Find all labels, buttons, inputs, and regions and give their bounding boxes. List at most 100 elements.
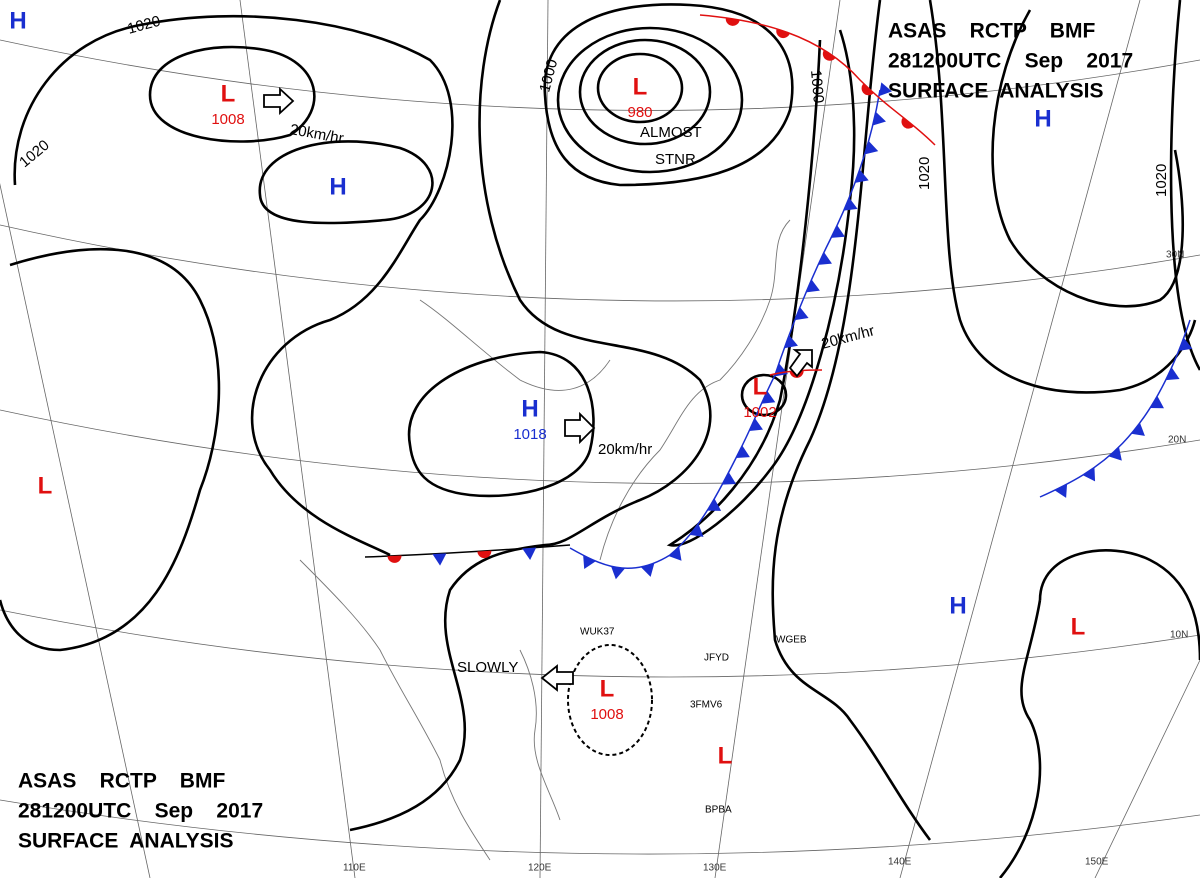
station-id: 3FMV6 [690,700,723,711]
isobar [349,0,712,832]
coastline [419,299,611,391]
cold-front-pip [736,445,750,458]
cold-front-pip [1108,447,1122,461]
warm-front-pip [725,17,740,26]
longitude-label: 150E [1085,857,1109,868]
header-line: SURFACE ANALYSIS [18,830,234,853]
motion-label: 20km/hr [598,441,652,458]
system-pressure: 1008 [590,706,623,723]
system-pressure: 1018 [513,426,546,443]
coastline [519,649,561,821]
cold-front-pip [668,546,682,561]
system-pressure: 1008 [211,111,244,128]
cold-front-pip [583,555,596,570]
isobar [556,26,744,174]
longitude-label: 120E [528,863,552,874]
cold-front-pip [1131,422,1145,436]
isobar-label: 1020 [1153,164,1170,197]
latitude-label: 10N [1170,630,1188,641]
system-symbol: H [521,395,538,422]
cold-front-pip [1178,337,1193,351]
isobar [543,3,794,187]
longitude-label: 130E [703,863,727,874]
header-line: ASAS RCTP BMF [888,20,1095,43]
warm-front-pip [477,550,492,559]
isobar [928,0,1197,394]
parallel [0,224,1200,302]
cold-front-pip [818,252,832,265]
system-symbol: H [329,173,346,200]
cold-front-pip [784,335,798,349]
isobar-label: 1020 [916,157,933,190]
motion-arrows [263,86,813,692]
station-id: BPBA [705,805,732,816]
system-symbol: L [718,742,733,769]
front-line [364,544,571,558]
isobar-label: 1000 [807,69,827,104]
isobar [258,140,434,225]
system-symbol: L [600,675,615,702]
meridian [539,0,549,878]
system-pressure: 1002 [743,404,776,421]
system-symbol: L [1071,613,1086,640]
isobar [596,52,684,124]
isobar [13,14,454,557]
motion-arrow [540,664,574,692]
cold-front-pip [1082,467,1096,482]
station-id: WUK37 [580,627,615,638]
cold-front-pip [611,566,625,580]
parallel [0,609,1200,678]
warm-front-pip [901,117,914,129]
system-symbol: L [221,80,236,107]
cold-front-pip [843,197,858,211]
cold-front-pip [794,307,809,321]
isobar [771,0,932,841]
header-line: 281200UTC Sep 2017 [888,50,1133,73]
coastline [599,219,791,561]
station-id: WGEB [776,635,807,646]
isobar [407,350,595,498]
coastline [299,559,491,861]
isobar [148,45,316,143]
warm-front-pip [776,28,790,39]
isobar [0,247,221,652]
latitude-label: 20N [1168,435,1186,446]
latitude-label: 30N [1166,250,1184,261]
isobar [991,9,1185,308]
warm-front-pip [861,83,874,96]
cold-front-pip [864,141,879,155]
header-line: 281200UTC Sep 2017 [18,800,263,823]
longitude-label: 140E [888,857,912,868]
isobar [999,549,1200,878]
meridian [714,0,841,878]
longitude-label: 110E [343,863,366,874]
dashed-isobar [567,644,653,756]
isobar [578,38,712,146]
warm-front-pip [387,555,402,563]
cold-front-pip [878,82,892,97]
cold-front-pip [722,472,737,485]
system-pressure: 980 [627,104,652,121]
meridian [899,0,1141,878]
cold-front-pip [432,553,447,566]
header-line: ASAS RCTP BMF [18,770,225,793]
cold-front-pip [1165,367,1180,381]
warm-front-pip [822,49,836,61]
isobar [1169,0,1200,371]
system-symbol: H [949,592,966,619]
station-id: JFYD [704,653,729,664]
parallel [0,799,1200,855]
parallel [0,409,1200,484]
cold-front-pip [761,390,776,404]
cold-front-pip [1150,396,1164,409]
motion-label: ALMOST [640,124,702,141]
front-line [569,89,881,569]
header-line: SURFACE ANALYSIS [888,80,1104,103]
cold-front-pip [522,547,537,561]
motion-label: STNR [655,151,696,168]
labels: ASAS RCTP BMF 281200UTC Sep 2017 SURFACE… [16,13,1188,874]
meridian [0,182,151,878]
